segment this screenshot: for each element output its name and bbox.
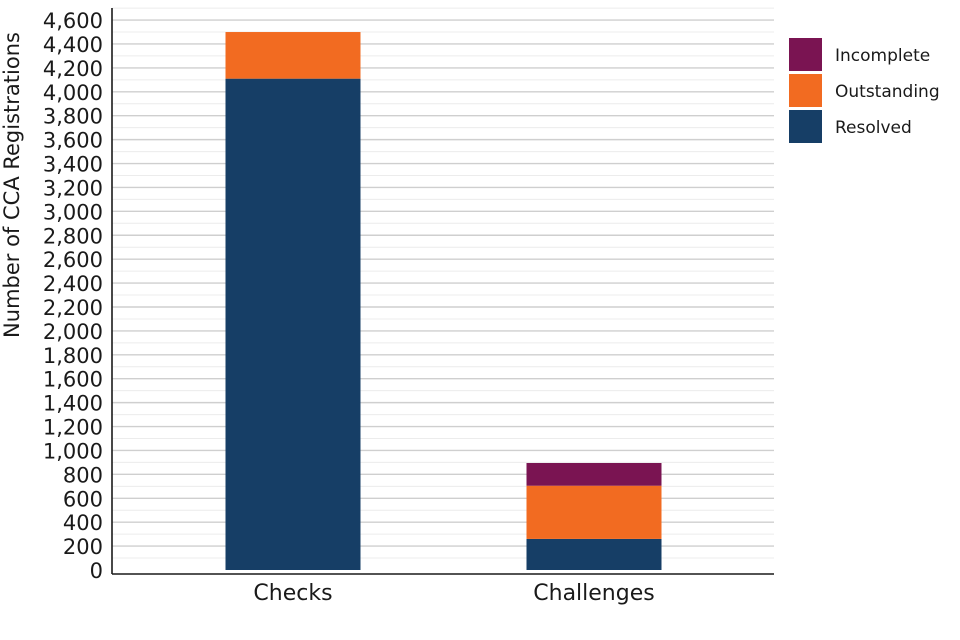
y-tick-label: 4,600: [43, 9, 103, 33]
y-tick-label: 2,600: [43, 248, 103, 272]
y-tick-label: 3,000: [43, 200, 103, 224]
axes: [111, 8, 774, 575]
legend-label-outstanding: Outstanding: [835, 82, 940, 102]
y-tick-labels: 02004006008001,0001,2001,4001,6001,8002,…: [43, 9, 103, 583]
y-tick-label: 200: [63, 535, 103, 559]
legend-label-resolved: Resolved: [835, 118, 912, 138]
y-axis-title: Number of CCA Registrations: [0, 32, 24, 338]
y-tick-label: 2,200: [43, 296, 103, 320]
legend-label-incomplete: Incomplete: [835, 46, 930, 66]
y-tick-label: 2,000: [43, 320, 103, 344]
y-tick-label: 1,400: [43, 392, 103, 416]
x-tick-labels: Checks Challenges: [253, 581, 654, 606]
y-tick-label: 0: [90, 559, 103, 583]
bar-segment-checks-outstanding: [225, 32, 361, 79]
x-tick-label: Checks: [253, 581, 332, 606]
legend-swatch-incomplete: [789, 38, 822, 71]
legend-swatch-resolved: [789, 110, 822, 143]
y-tick-label: 1,600: [43, 368, 103, 392]
bars: [225, 32, 662, 570]
y-tick-label: 600: [63, 487, 103, 511]
y-tick-label: 4,000: [43, 81, 103, 105]
y-tick-label: 3,400: [43, 153, 103, 177]
y-tick-label: 3,200: [43, 176, 103, 200]
y-tick-label: 400: [63, 511, 103, 535]
y-tick-label: 3,800: [43, 105, 103, 129]
y-tick-label: 800: [63, 463, 103, 487]
y-tick-label: 4,400: [43, 33, 103, 57]
gridlines: [112, 7, 774, 559]
bar-segment-checks-resolved: [225, 78, 361, 570]
y-tick-label: 1,800: [43, 344, 103, 368]
x-tick-label: Challenges: [533, 581, 654, 606]
legend: Incomplete Outstanding Resolved: [789, 38, 940, 143]
y-tick-label: 4,200: [43, 57, 103, 81]
bar-segment-challenges-outstanding: [526, 485, 662, 539]
y-tick-label: 3,600: [43, 129, 103, 153]
legend-swatch-outstanding: [789, 74, 822, 107]
bar-segment-challenges-resolved: [526, 538, 662, 570]
y-tick-label: 2,400: [43, 272, 103, 296]
y-tick-label: 2,800: [43, 224, 103, 248]
y-tick-label: 1,000: [43, 439, 103, 463]
bar-segment-challenges-incomplete: [526, 463, 662, 486]
y-tick-label: 1,200: [43, 416, 103, 440]
